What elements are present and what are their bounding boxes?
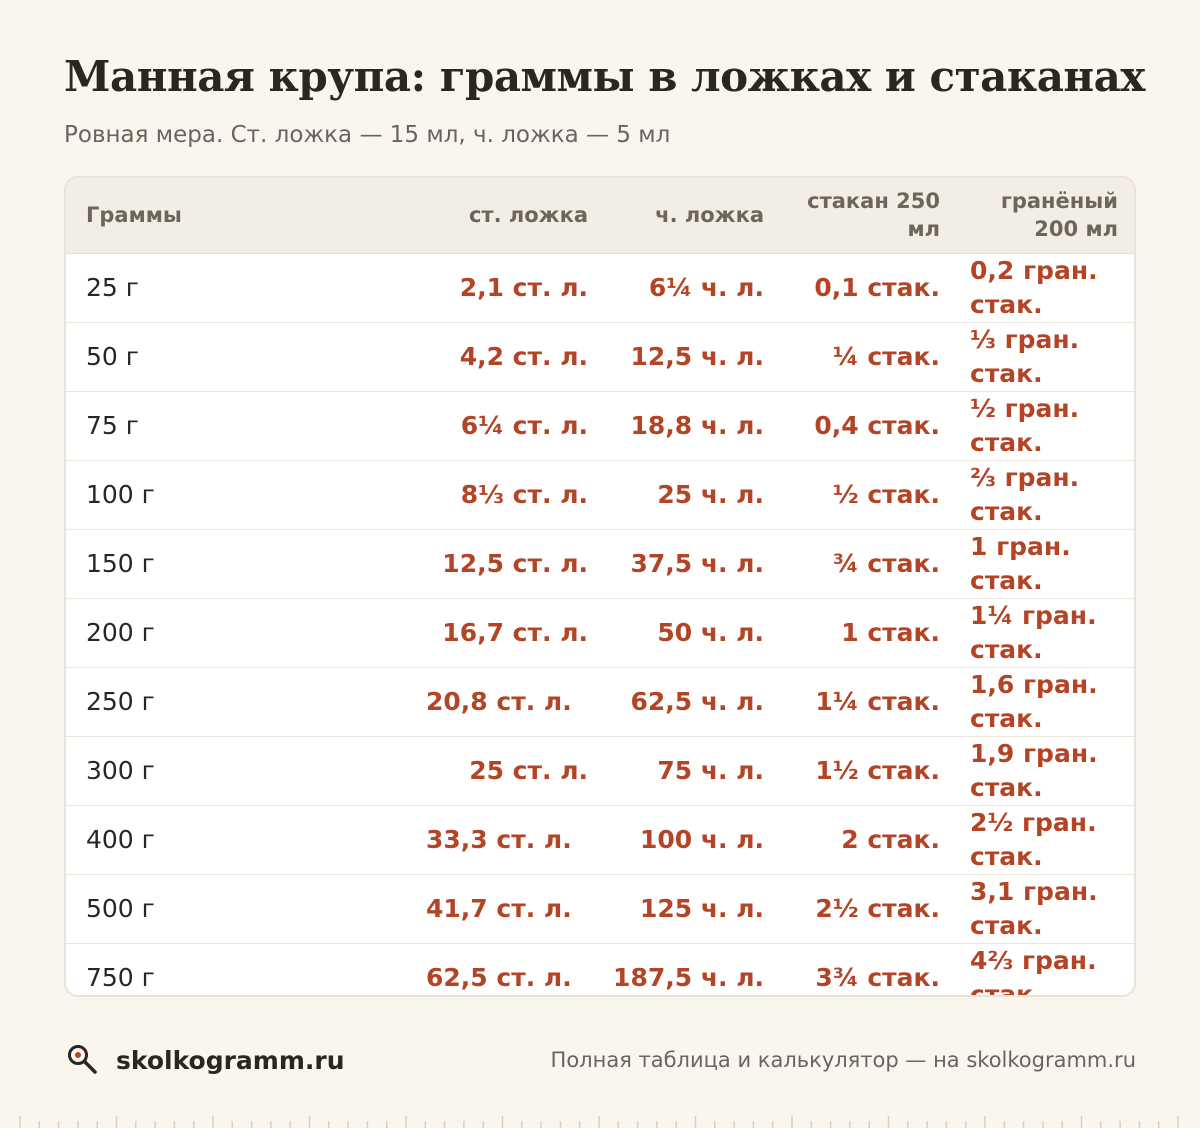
cell-teaspoon: 6¼ ч. л.	[648, 272, 764, 302]
cell-faceted-glass-200: 1¼ гран. стак.	[958, 597, 1134, 667]
table-header-row: Граммы ст. ложка ч. ложка стакан 250 мл …	[66, 178, 1134, 254]
cell-glass-250: 1¼ стак.	[782, 666, 958, 736]
cell-teaspoon: 100 ч. л.	[606, 804, 782, 874]
table-row: 200 г 16,7 ст. л. 50 ч. л. 1 стак. 1¼ гран. …	[66, 597, 1134, 667]
cell-grams: 250 г	[66, 666, 346, 736]
magnifier-icon	[68, 1045, 97, 1074]
cell-teaspoon: 25 ч. л.	[606, 459, 782, 529]
cell-glass-250: ½ стак.	[782, 459, 958, 529]
cell-faceted-glass-200: 3,1 гран. стак.	[958, 873, 1134, 943]
cell-tablespoon: 62,5 ст. л.	[346, 942, 606, 995]
table-row: 150 г 12,5 ст. л. 37,5 ч. л. ¾ стак. 1 гран.…	[66, 528, 1134, 598]
cell-grams: 50 г	[66, 321, 346, 391]
footer-note: Полная таблица и калькулятор — на skolko…	[550, 1048, 1136, 1072]
page-subtitle: Ровная мера. Ст. ложка — 15 мл, ч. ложка…	[64, 122, 671, 148]
header-grams: Граммы	[66, 178, 346, 254]
cell-faceted-glass-200: 4⅔ гран. стак.	[958, 942, 1134, 995]
cell-tablespoon: 2,1 ст. л.	[459, 272, 588, 302]
cell-glass-250: 2 стак.	[782, 804, 958, 874]
cell-faceted-glass-200: ½ гран. стак.	[958, 390, 1134, 460]
cell-glass-250: 0,4 стак.	[782, 390, 958, 460]
site-logo[interactable]: skolkogramm.ru	[64, 1042, 345, 1078]
cell-grams: 150 г	[66, 528, 346, 598]
cell-faceted-glass-200: ⅔ гран. стак.	[958, 459, 1134, 529]
cell-tablespoon: 20,8 ст. л.	[346, 666, 606, 736]
cell-tablespoon: 6¼ ст. л.	[346, 390, 606, 460]
cell-teaspoon: 12,5 ч. л.	[606, 321, 782, 391]
cell-teaspoon: 62,5 ч. л.	[606, 666, 782, 736]
table-row: 50 г 4,2 ст. л. 12,5 ч. л. ¼ стак. ⅓ гран. с…	[66, 321, 1134, 391]
table-row: 750 г 62,5 ст. л. 187,5 ч. л. 3¾ стак. 4⅔ гр…	[66, 942, 1134, 995]
cell-glass-250: 2½ стак.	[782, 873, 958, 943]
cell-tablespoon: 16,7 ст. л.	[346, 597, 606, 667]
cell-teaspoon: 187,5 ч. л.	[606, 942, 782, 995]
conversion-table-card: Граммы ст. ложка ч. ложка стакан 250 мл …	[64, 176, 1136, 997]
table-row: 300 г 25 ст. л. 75 ч. л. 1½ стак. 1,9 гран. …	[66, 735, 1134, 805]
conversion-table: Граммы ст. ложка ч. ложка стакан 250 мл …	[66, 178, 1134, 995]
ruler-decoration	[19, 1116, 1179, 1128]
header-faceted-glass-200: гранёный 200 мл	[958, 178, 1134, 254]
table-row: 250 г 20,8 ст. л. 62,5 ч. л. 1¼ стак. 1,6 гр…	[66, 666, 1134, 736]
cell-glass-250: 3¾ стак.	[782, 942, 958, 995]
cell-tablespoon: 25 ст. л.	[346, 735, 606, 805]
cell-faceted-glass-200: 0,2 гран. стак.	[970, 255, 1098, 319]
cell-grams: 25 г	[86, 272, 139, 302]
cell-grams: 500 г	[66, 873, 346, 943]
cell-glass-250: 0,1 стак.	[814, 272, 940, 302]
cell-faceted-glass-200: 1,9 гран. стак.	[958, 735, 1134, 805]
cell-grams: 400 г	[66, 804, 346, 874]
site-name: skolkogramm.ru	[116, 1045, 345, 1075]
cell-grams: 750 г	[66, 942, 346, 995]
cell-teaspoon: 50 ч. л.	[606, 597, 782, 667]
cell-faceted-glass-200: 2½ гран. стак.	[958, 804, 1134, 874]
cell-grams: 75 г	[66, 390, 346, 460]
cell-teaspoon: 75 ч. л.	[606, 735, 782, 805]
cell-tablespoon: 41,7 ст. л.	[346, 873, 606, 943]
table-row: 75 г 6¼ ст. л. 18,8 ч. л. 0,4 стак. ½ гран. …	[66, 390, 1134, 460]
cell-glass-250: 1 стак.	[782, 597, 958, 667]
table-body: 25 г 2,1 ст. л. 6¼ ч. л. 0,1 стак. 0,2 гран.…	[66, 253, 1134, 995]
cell-faceted-glass-200: ⅓ гран. стак.	[958, 321, 1134, 391]
cell-tablespoon: 33,3 ст. л.	[346, 804, 606, 874]
table-row: 400 г 33,3 ст. л. 100 ч. л. 2 стак. 2½ гран.…	[66, 804, 1134, 874]
cell-teaspoon: 125 ч. л.	[606, 873, 782, 943]
cell-grams: 100 г	[66, 459, 346, 529]
cell-tablespoon: 8⅓ ст. л.	[346, 459, 606, 529]
table-row: 100 г 8⅓ ст. л. 25 ч. л. ½ стак. ⅔ гран. ста…	[66, 459, 1134, 529]
header-teaspoon: ч. ложка	[606, 178, 782, 254]
page-title: Манная крупа: граммы в ложках и стаканах	[64, 52, 1145, 101]
table-row: 25 г 2,1 ст. л. 6¼ ч. л. 0,1 стак. 0,2 гран.…	[66, 253, 1134, 322]
cell-glass-250: 1½ стак.	[782, 735, 958, 805]
header-tablespoon: ст. ложка	[346, 178, 606, 254]
cell-faceted-glass-200: 1 гран. стак.	[958, 528, 1134, 598]
cell-tablespoon: 4,2 ст. л.	[346, 321, 606, 391]
cell-teaspoon: 18,8 ч. л.	[606, 390, 782, 460]
cell-glass-250: ¾ стак.	[782, 528, 958, 598]
table-row: 500 г 41,7 ст. л. 125 ч. л. 2½ стак. 3,1 гра…	[66, 873, 1134, 943]
cell-grams: 300 г	[66, 735, 346, 805]
header-glass-250: стакан 250 мл	[782, 178, 958, 254]
cell-tablespoon: 12,5 ст. л.	[346, 528, 606, 598]
cell-faceted-glass-200: 1,6 гран. стак.	[958, 666, 1134, 736]
cell-teaspoon: 37,5 ч. л.	[606, 528, 782, 598]
cell-glass-250: ¼ стак.	[782, 321, 958, 391]
cell-grams: 200 г	[66, 597, 346, 667]
